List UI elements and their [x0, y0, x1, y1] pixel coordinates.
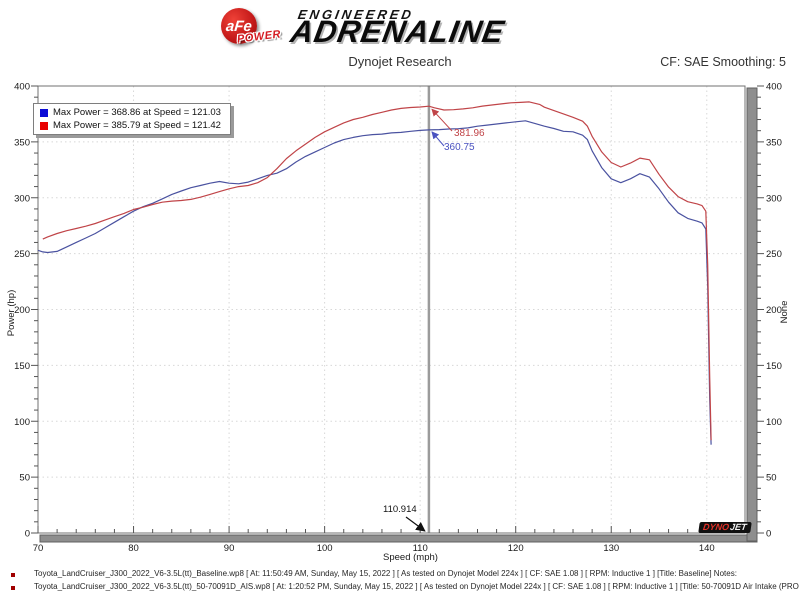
y-axis-right-tick-label: 50	[766, 473, 777, 484]
x-axis-tick-label: 130	[603, 543, 619, 554]
y-axis-tick-label: 150	[14, 361, 30, 372]
plot-border	[37, 85, 746, 534]
dynojet-watermark: DYNO JET	[698, 522, 752, 533]
dynojet-dyno-text: DYNO	[702, 522, 730, 532]
y-axis-right-tick-label: 200	[766, 305, 782, 316]
legend-label-baseline: Max Power = 368.86 at Speed = 121.03	[53, 107, 221, 118]
y-range-scrollbar[interactable]	[746, 87, 758, 542]
y-axis-tick-label: 0	[25, 529, 30, 540]
y-axis-right-tick-label: 400	[766, 82, 782, 93]
y-axis-right-tick-label: 350	[766, 137, 782, 148]
curve-baseline	[37, 120, 712, 445]
y-axis-right-ticks: 0 50 100 150 200 250 300 350 400 None	[757, 82, 790, 540]
y-axis-tick-label: 200	[14, 305, 30, 316]
x-axis-tick-label: 90	[224, 543, 235, 554]
cursor-x-value: 110.914	[383, 504, 417, 515]
cursor-pointer-arrow	[405, 516, 426, 532]
y-axis-tick-label: 400	[14, 82, 30, 93]
legend-box[interactable]: Max Power = 368.86 at Speed = 121.03 Max…	[33, 103, 231, 135]
y-axis-tick-label: 100	[14, 417, 30, 428]
x-axis-tick-label: 140	[699, 543, 715, 554]
y-axis-left-ticks: 0 50 100 150 200 250 300 350 400 Power (hp)	[6, 82, 38, 540]
run-bullet-intake	[11, 586, 15, 590]
afe-power-logo: aFe	[221, 8, 257, 44]
page-title: Dynojet Research	[348, 54, 452, 69]
y-axis-tick-label: 250	[14, 249, 30, 260]
annotation-intake-value: 381.96	[454, 128, 485, 139]
y-axis-right-tick-label: 100	[766, 417, 782, 428]
annotation-arrow-intake	[431, 108, 453, 132]
dynojet-jet-text: JET	[729, 522, 748, 532]
y-axis-title-right: None	[779, 301, 790, 324]
x-axis-title: Speed (mph)	[383, 552, 438, 563]
legend-swatch-intake	[40, 121, 48, 130]
legend-label-intake: Max Power = 385.79 at Speed = 121.42	[53, 120, 221, 131]
run-info-baseline: Toyota_LandCruiser_J300_2022_V6-3.5L(tt)…	[34, 569, 737, 578]
legend-entry-baseline: Max Power = 368.86 at Speed = 121.03	[40, 107, 221, 118]
x-axis-ticks: 70 80 90 100 110 120 130 140 Speed (mph)	[33, 526, 746, 563]
x-axis-tick-label: 100	[317, 543, 333, 554]
y-axis-tick-label: 350	[14, 137, 30, 148]
x-axis-tick-label: 120	[508, 543, 524, 554]
annotation-arrow-baseline	[431, 131, 445, 147]
x-axis-tick-label: 70	[33, 543, 44, 554]
y-axis-tick-label: 50	[19, 473, 30, 484]
y-axis-tick-label: 300	[14, 193, 30, 204]
y-axis-right-tick-label: 250	[766, 249, 782, 260]
legend-entry-intake: Max Power = 385.79 at Speed = 121.42	[40, 120, 221, 131]
curve-intake	[42, 101, 712, 441]
run-bullet-baseline	[11, 573, 15, 577]
y-axis-right-tick-label: 150	[766, 361, 782, 372]
legend-swatch-baseline	[40, 108, 48, 117]
gridlines	[38, 86, 745, 533]
y-axis-right-tick-label: 0	[766, 529, 771, 540]
smoothing-label: CF: SAE Smoothing: 5	[660, 55, 786, 69]
x-axis-tick-label: 80	[128, 543, 139, 554]
x-axis-tick-label: 110	[413, 543, 428, 554]
annotation-baseline-value: 360.75	[444, 142, 475, 153]
run-info-intake: Toyota_LandCruiser_J300_2022_V6-3.5L(tt)…	[34, 582, 800, 591]
x-range-scrollbar[interactable]	[39, 534, 758, 543]
y-axis-right-tick-label: 300	[766, 193, 782, 204]
y-axis-title-left: Power (hp)	[6, 290, 17, 336]
